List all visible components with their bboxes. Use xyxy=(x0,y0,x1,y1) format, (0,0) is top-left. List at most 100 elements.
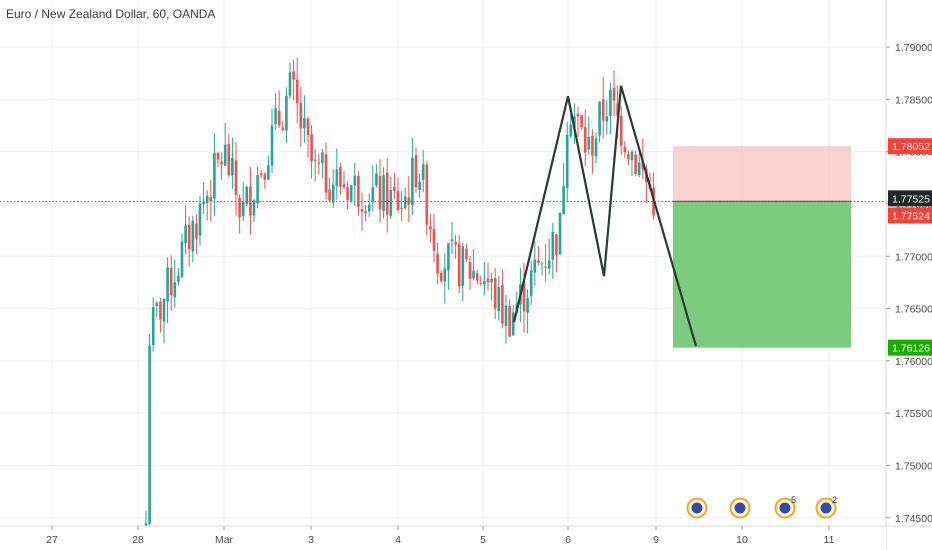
stop-price-tag[interactable]: 1.78052 xyxy=(888,138,932,155)
time-axis[interactable]: 27 28 Mar 3 4 5 6 9 10 11 xyxy=(0,525,932,550)
current-price-tag-label: 1.77524 xyxy=(892,210,930,222)
candle-body xyxy=(605,116,609,122)
price-tick-label: 1.75000 xyxy=(895,460,932,472)
candle xyxy=(454,235,457,259)
candle-body xyxy=(277,110,281,126)
candle-body xyxy=(151,306,155,346)
candle xyxy=(241,182,245,222)
candle xyxy=(184,205,187,254)
candle xyxy=(583,109,587,166)
candle xyxy=(439,270,443,284)
current-price-tag-background xyxy=(888,207,932,224)
candle-body xyxy=(367,204,371,212)
candle-body xyxy=(209,197,213,202)
candle xyxy=(432,213,436,263)
candle-body xyxy=(231,157,234,176)
candle-body xyxy=(612,87,616,101)
candle xyxy=(213,133,216,216)
candle xyxy=(169,255,173,311)
candle xyxy=(292,59,295,101)
candle xyxy=(245,185,249,207)
candle-body xyxy=(371,187,375,203)
candle xyxy=(411,137,414,216)
candle xyxy=(619,105,623,155)
candle-body xyxy=(339,167,342,187)
candle xyxy=(375,164,378,188)
candle xyxy=(335,148,339,200)
candle xyxy=(202,182,205,215)
candle-body xyxy=(573,116,576,128)
candle xyxy=(634,150,637,177)
candle-body xyxy=(529,270,533,296)
candle-body xyxy=(594,138,598,157)
candle xyxy=(324,142,328,200)
chart-title: Euro / New Zealand Dollar, 60, OANDA xyxy=(6,7,215,21)
event-flag-icon[interactable]: 5 xyxy=(774,495,797,519)
candle-body xyxy=(547,260,551,269)
candle xyxy=(180,233,184,279)
candle xyxy=(472,248,475,281)
double-top-drawing[interactable] xyxy=(512,85,698,347)
time-tick-label: Mar xyxy=(215,534,234,546)
pattern-line[interactable] xyxy=(512,85,698,347)
candle-body xyxy=(551,231,555,260)
candle xyxy=(486,263,490,291)
candle-body xyxy=(555,234,558,256)
candle xyxy=(580,114,583,131)
time-tick-label: 3 xyxy=(308,534,314,546)
candle-body xyxy=(425,164,429,225)
time-tick-label: 6 xyxy=(565,534,571,546)
candle xyxy=(526,289,529,334)
candle-body xyxy=(306,118,310,136)
candle-body xyxy=(342,184,346,188)
candle xyxy=(421,150,425,193)
candle xyxy=(159,298,162,333)
price-axis[interactable]: 1.790001.785001.780001.775001.770001.765… xyxy=(885,0,932,550)
target-price-tag[interactable]: 1.76126 xyxy=(888,339,932,356)
entry-price-tag[interactable]: 1.77525 xyxy=(888,190,932,207)
candle-body xyxy=(166,267,169,302)
candle-body xyxy=(407,197,411,205)
candle-body xyxy=(583,127,587,153)
candle-body xyxy=(450,239,454,242)
chart-title-text: Euro / New Zealand Dollar, 60, OANDA xyxy=(6,7,216,21)
current-price-tag[interactable]: 1.77524 xyxy=(888,207,932,224)
candle xyxy=(522,263,526,333)
candle xyxy=(627,150,630,166)
candle xyxy=(371,165,375,212)
take-profit-zone[interactable] xyxy=(673,201,851,348)
event-flag-icon[interactable] xyxy=(729,497,751,519)
candle-body xyxy=(522,281,526,312)
candle-body xyxy=(623,146,627,153)
stop-loss-zone[interactable] xyxy=(673,146,851,202)
candle xyxy=(569,113,573,139)
candle-body xyxy=(169,267,173,296)
candle xyxy=(367,193,371,217)
candle-body xyxy=(468,261,472,279)
event-flag-icon[interactable] xyxy=(686,497,708,519)
candle xyxy=(328,177,331,202)
candle xyxy=(529,260,533,305)
candle-body xyxy=(508,305,511,337)
candle-body xyxy=(447,243,450,271)
candle-body xyxy=(256,175,259,204)
risk-reward-zones[interactable] xyxy=(0,146,886,348)
candle xyxy=(483,262,486,296)
candle-body xyxy=(223,144,227,166)
candle xyxy=(601,76,605,139)
candle xyxy=(396,177,400,213)
candle xyxy=(281,120,285,131)
candle xyxy=(256,166,259,209)
price-tick-label: 1.76500 xyxy=(895,304,932,316)
candle-body xyxy=(511,312,515,336)
candle xyxy=(249,167,252,235)
candle-body xyxy=(180,241,184,277)
candle-body xyxy=(353,175,357,186)
candle-body xyxy=(414,155,418,188)
candle-body xyxy=(587,136,591,150)
candle xyxy=(346,181,349,210)
event-flag-icon[interactable]: 2 xyxy=(815,495,838,519)
candle xyxy=(223,122,227,166)
